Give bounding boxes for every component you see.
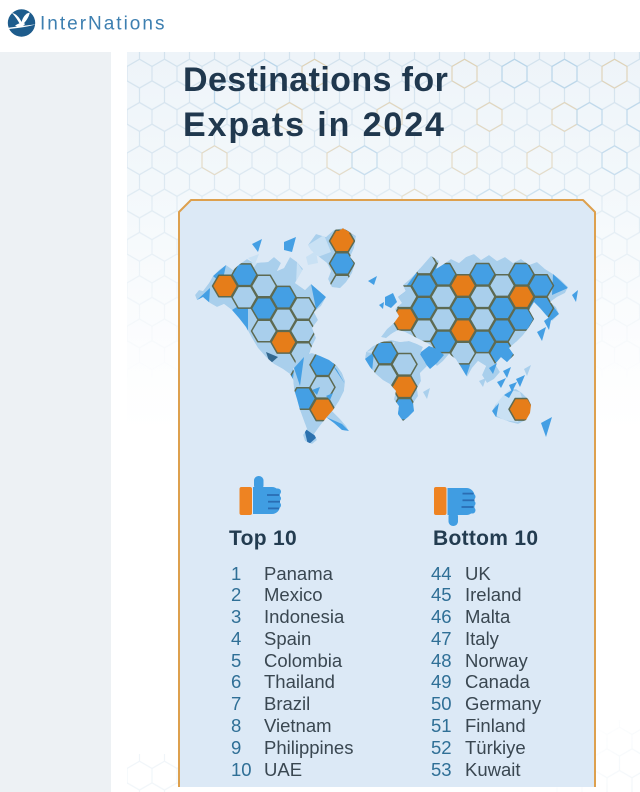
svg-text:InterNations: InterNations [40,14,166,35]
